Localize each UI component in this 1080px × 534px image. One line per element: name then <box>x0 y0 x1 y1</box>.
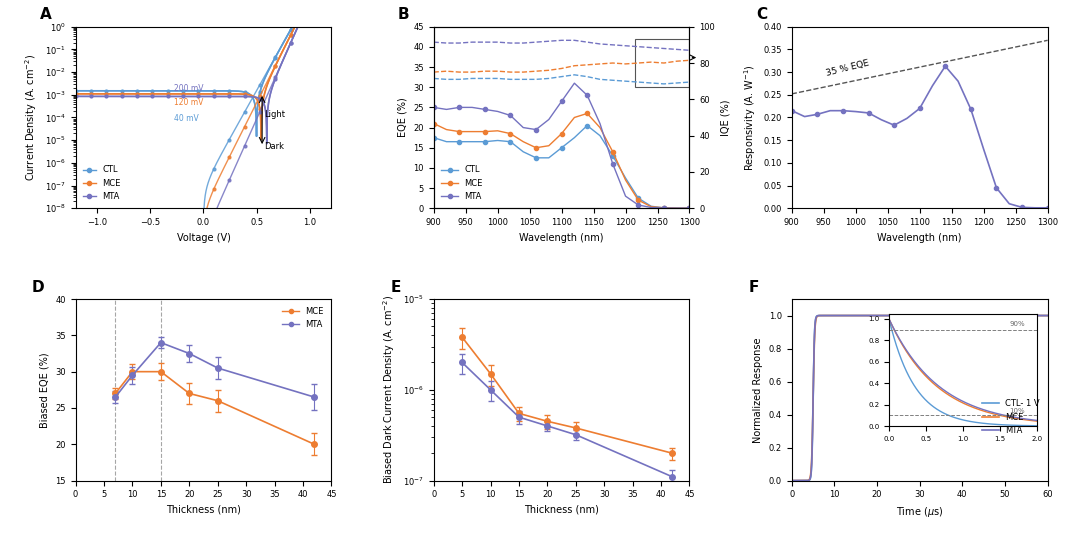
Text: E: E <box>390 280 401 295</box>
MTA <box>814 312 827 319</box>
Text: D: D <box>32 280 44 295</box>
MCE <box>1036 312 1049 319</box>
Line: MCE: MCE <box>792 316 1048 481</box>
MCE <box>1009 312 1022 319</box>
Text: Light: Light <box>265 111 285 120</box>
MCE <box>894 312 907 319</box>
CTL- 1 V <box>831 312 843 319</box>
CTL- 1 V <box>814 312 827 319</box>
MCE <box>883 312 896 319</box>
Text: B: B <box>397 7 409 22</box>
Y-axis label: Biased Dark Current Density (A. cm$^{-2}$): Biased Dark Current Density (A. cm$^{-2}… <box>381 295 397 484</box>
Line: CTL- 1 V: CTL- 1 V <box>792 316 1048 481</box>
Y-axis label: Normalized Response: Normalized Response <box>753 337 764 443</box>
X-axis label: Thickness (nm): Thickness (nm) <box>166 505 241 515</box>
MTA <box>785 477 798 484</box>
Text: 40 mV: 40 mV <box>174 114 199 123</box>
CTL- 1 V <box>1009 312 1022 319</box>
Text: A: A <box>40 7 52 22</box>
Bar <box>635 40 689 87</box>
MTA <box>1036 312 1049 319</box>
MCE <box>785 477 798 484</box>
MTA <box>894 312 907 319</box>
Legend: CTL, MCE, MTA: CTL, MCE, MTA <box>80 162 124 204</box>
Y-axis label: Current Density (A. cm$^{-2}$): Current Density (A. cm$^{-2}$) <box>24 54 39 181</box>
Text: 35 % EQE: 35 % EQE <box>825 58 870 78</box>
Y-axis label: IQE (%): IQE (%) <box>720 99 730 136</box>
MTA <box>832 312 845 319</box>
Text: C: C <box>756 7 767 22</box>
Line: MTA: MTA <box>792 316 1048 481</box>
MTA <box>883 312 896 319</box>
Y-axis label: EQE (%): EQE (%) <box>397 98 408 137</box>
MCE <box>835 312 848 319</box>
Text: 120 mV: 120 mV <box>174 98 203 107</box>
CTL- 1 V <box>829 312 842 319</box>
CTL- 1 V <box>785 477 798 484</box>
X-axis label: Wavelength (nm): Wavelength (nm) <box>519 232 604 242</box>
X-axis label: Thickness (nm): Thickness (nm) <box>524 505 599 515</box>
MCE <box>829 312 842 319</box>
Legend: MCE, MTA: MCE, MTA <box>279 303 327 332</box>
MTA <box>1041 312 1054 319</box>
X-axis label: Time ($\mu$s): Time ($\mu$s) <box>896 505 943 519</box>
CTL- 1 V <box>883 312 896 319</box>
Legend: CTL, MCE, MTA: CTL, MCE, MTA <box>437 162 486 204</box>
X-axis label: Voltage (V): Voltage (V) <box>176 232 230 242</box>
Y-axis label: Biased EQE (%): Biased EQE (%) <box>40 352 50 428</box>
Text: Dark: Dark <box>265 142 284 151</box>
Y-axis label: Responsivity (A. W$^{-1}$): Responsivity (A. W$^{-1}$) <box>742 64 758 171</box>
MTA <box>1009 312 1022 319</box>
CTL- 1 V <box>1036 312 1049 319</box>
MCE <box>1041 312 1054 319</box>
MCE <box>814 312 827 319</box>
CTL- 1 V <box>1041 312 1054 319</box>
X-axis label: Wavelength (nm): Wavelength (nm) <box>877 232 962 242</box>
Text: 200 mV: 200 mV <box>174 84 203 93</box>
CTL- 1 V <box>894 312 907 319</box>
MTA <box>829 312 842 319</box>
Legend: CTL- 1 V, MCE, MTA: CTL- 1 V, MCE, MTA <box>978 396 1043 438</box>
Text: F: F <box>748 280 759 295</box>
